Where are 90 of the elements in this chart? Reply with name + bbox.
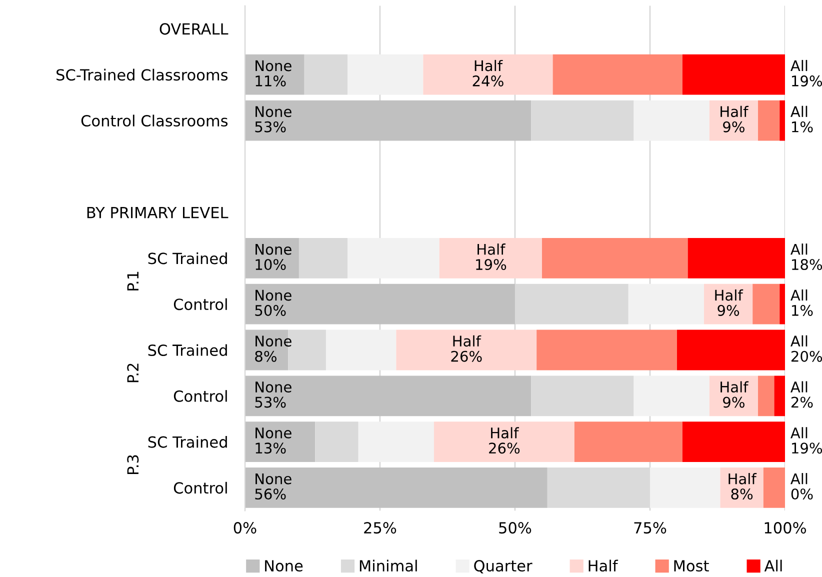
bar [439, 238, 542, 278]
x-tick-label: 75% [634, 522, 666, 534]
data-label: None 53% [255, 382, 292, 408]
bar [315, 422, 358, 462]
data-label: All 2% [790, 381, 813, 408]
bar [634, 376, 710, 416]
bar [358, 422, 434, 462]
data-label: All 1% [790, 289, 813, 316]
bar [763, 468, 786, 508]
y-tick-label: Control [174, 298, 227, 310]
text: P.1 [127, 272, 138, 290]
data-label: Half 9% [720, 106, 749, 132]
bar [348, 54, 424, 95]
text: P.3 [127, 455, 139, 474]
data-label: None 50% [255, 290, 292, 316]
x-tick-label: 0% [234, 522, 256, 534]
data-label: None 53% [255, 106, 292, 132]
y-tick-label: SC Trained [148, 252, 227, 264]
x-tick-label: 25% [364, 522, 396, 534]
data-label: All 0% [790, 473, 813, 500]
y-tick-label: Control Classrooms [81, 114, 228, 127]
data-label: None 8% [255, 336, 292, 362]
bar [542, 238, 688, 278]
x-tick-label: 50% [499, 522, 532, 534]
bar [326, 330, 396, 370]
data-label: All 18% [790, 244, 822, 270]
bar [298, 238, 348, 278]
bar [574, 422, 682, 462]
data-label: Half 9% [715, 289, 744, 316]
x-tick-label: 100% [764, 522, 806, 534]
bar [244, 100, 532, 141]
legend-label: None [265, 560, 303, 572]
bar [304, 54, 348, 95]
bar [434, 422, 574, 462]
bar [677, 330, 786, 370]
bar [682, 422, 786, 462]
y-tick-label: OVERALL [160, 23, 228, 35]
bar [780, 100, 786, 141]
data-label: None 11% [256, 60, 292, 86]
data-label: Half 8% [728, 473, 757, 500]
bar [244, 468, 548, 508]
legend-label: Minimal [360, 560, 417, 572]
data-label: None 10% [256, 244, 292, 270]
bar [628, 284, 704, 324]
bar [244, 284, 515, 324]
data-label: All 20% [790, 335, 822, 362]
bar [396, 330, 537, 370]
bar [244, 376, 532, 416]
data-label: None 13% [256, 428, 292, 454]
bar [774, 376, 786, 416]
bar [423, 54, 553, 95]
data-label: All 19% [790, 427, 822, 454]
data-label: All 19% [790, 60, 822, 86]
bar [709, 100, 758, 141]
bar [780, 284, 786, 324]
bar [758, 100, 780, 141]
bar [704, 284, 753, 324]
data-label: None 56% [255, 473, 292, 500]
legend-label: Quarter [474, 560, 532, 574]
bar [720, 468, 764, 508]
bar [244, 54, 304, 95]
bar [650, 468, 720, 508]
y-tick-label: SC-Trained Classrooms [56, 68, 228, 81]
legend-label: All [764, 560, 782, 572]
bar [752, 284, 780, 324]
bar [552, 54, 682, 95]
bar [634, 100, 710, 141]
data-label: Half 26% [489, 427, 520, 454]
text: P.2 [127, 364, 138, 382]
bar [758, 376, 774, 416]
bar [536, 330, 677, 370]
y-tick-label: SC Trained [148, 344, 227, 356]
bar [531, 376, 634, 416]
data-label: Half 26% [451, 335, 482, 362]
y-tick-label: BY PRIMARY LEVEL [87, 206, 228, 218]
bar [348, 238, 440, 278]
bar [682, 54, 786, 95]
bar [244, 422, 316, 462]
y-tick-label: Control [174, 482, 227, 494]
data-label: Half 19% [476, 244, 506, 270]
legend-label: Most [674, 560, 709, 572]
legend-label: Half [588, 560, 618, 572]
bar [688, 238, 786, 278]
data-label: Half 24% [472, 60, 504, 86]
bar [709, 376, 758, 416]
y-tick-label: Control [174, 390, 227, 402]
data-label: All 1% [790, 106, 813, 132]
y-tick-label: SC Trained [148, 436, 227, 448]
data-label: Half 9% [720, 381, 749, 408]
bar [531, 100, 634, 141]
